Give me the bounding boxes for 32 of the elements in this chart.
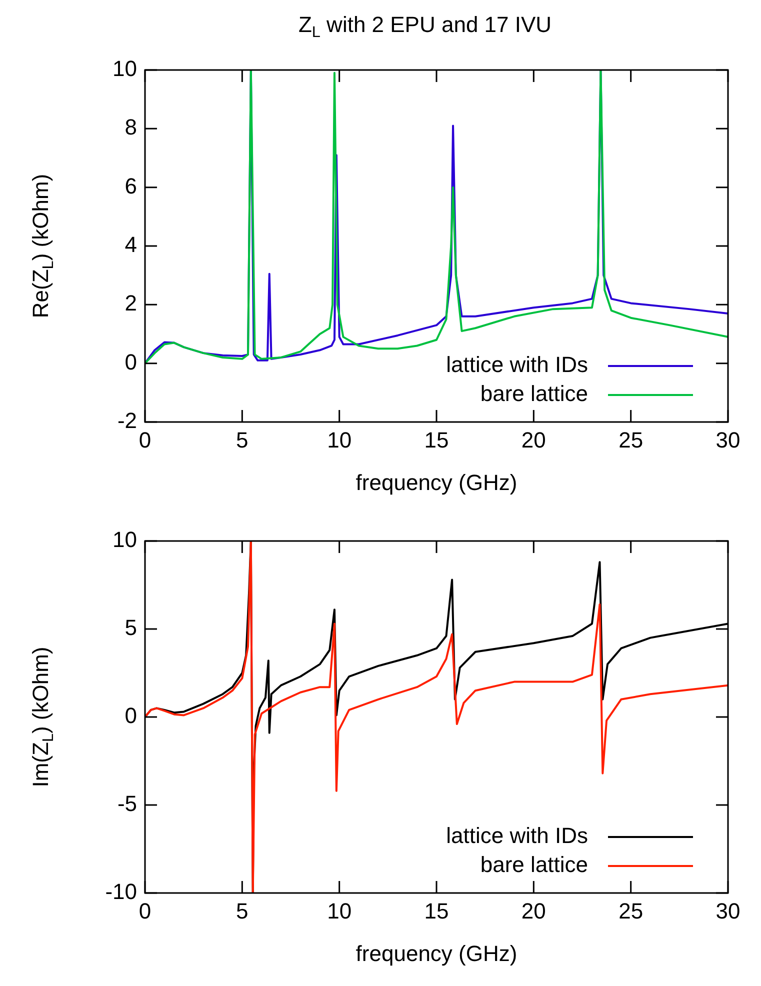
- x-axis-title: frequency (GHz): [356, 470, 518, 496]
- y-tick-label: 6: [124, 173, 137, 198]
- x-tick-label: 20: [521, 427, 546, 452]
- legend-label: bare lattice: [480, 381, 588, 406]
- y-tick-label: 0: [124, 349, 137, 374]
- x-axis-title: frequency (GHz): [356, 941, 518, 966]
- y-tick-label: -2: [117, 408, 137, 434]
- x-tick-label: 30: [716, 898, 740, 924]
- y-tick-label: 5: [124, 615, 137, 640]
- x-tick-label: 5: [236, 427, 248, 452]
- x-tick-label: 10: [327, 898, 352, 924]
- x-tick-label: 20: [521, 898, 546, 924]
- x-tick-label: 10: [327, 427, 352, 452]
- y-tick-label: 4: [124, 232, 137, 258]
- y-tick-label: 10: [112, 56, 137, 82]
- x-tick-label: 25: [618, 427, 644, 452]
- y-tick-label: 0: [124, 703, 137, 728]
- x-tick-label: 15: [424, 427, 449, 452]
- legend-label: lattice with IDs: [446, 823, 588, 848]
- legend-label: bare lattice: [480, 852, 588, 878]
- y-tick-label: 8: [124, 114, 137, 140]
- y-tick-label: 10: [112, 527, 137, 552]
- y-axis-title: Im(ZL) (kOhm): [28, 646, 57, 788]
- legend-label: lattice with IDs: [446, 352, 588, 378]
- x-tick-label: 5: [236, 898, 248, 924]
- y-tick-label: -10: [105, 879, 137, 904]
- x-tick-label: 25: [618, 898, 644, 924]
- y-axis-title: Re(ZL) (kOhm): [28, 174, 57, 318]
- y-tick-label: 2: [124, 290, 137, 316]
- x-tick-label: 15: [424, 898, 449, 924]
- x-tick-label: 30: [716, 427, 740, 452]
- y-tick-label: -5: [117, 791, 137, 816]
